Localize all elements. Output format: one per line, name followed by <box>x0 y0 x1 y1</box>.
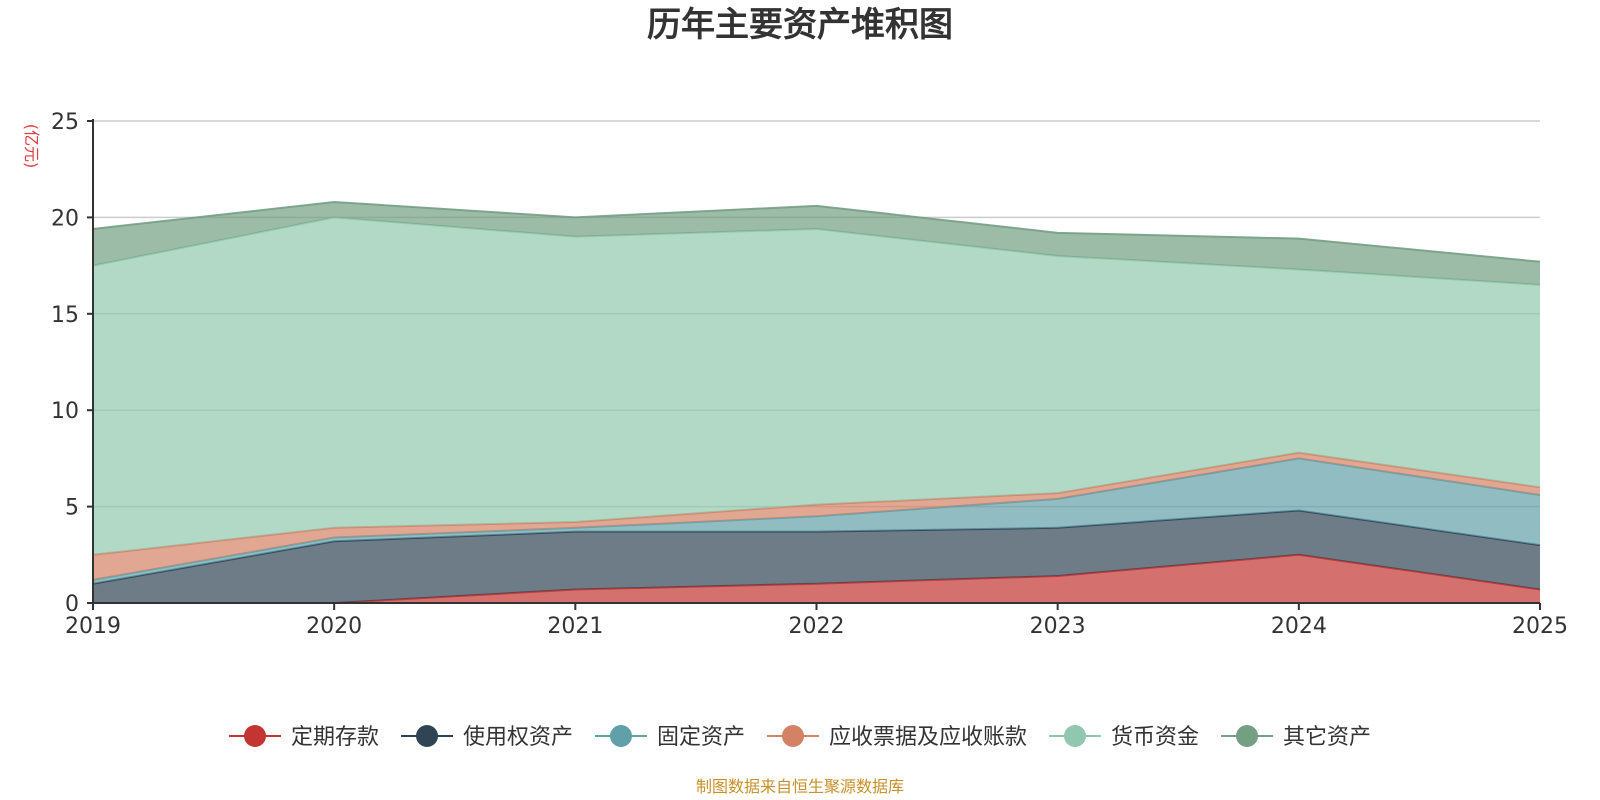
area-series-line-5 <box>92 200 1541 263</box>
legend-label: 定期存款 <box>291 725 379 750</box>
legend-item-1[interactable]: 使用权资产 <box>401 725 573 750</box>
area-series-group <box>92 200 1541 604</box>
y-tick-label: 0 <box>65 592 79 617</box>
legend-circle-icon <box>610 725 632 747</box>
x-tick-label: 2023 <box>1030 614 1086 639</box>
legend-item-3[interactable]: 应收票据及应收账款 <box>767 725 1027 750</box>
y-axis-unit-label: (亿元) <box>22 124 41 169</box>
x-tick-label: 2021 <box>547 614 603 639</box>
legend-label: 其它资产 <box>1283 725 1371 750</box>
legend-item-0[interactable]: 定期存款 <box>229 725 379 750</box>
area-series-1[interactable] <box>93 510 1540 603</box>
legend-circle-icon <box>244 725 266 747</box>
area-series-3[interactable] <box>93 452 1540 580</box>
area-series-4[interactable] <box>93 217 1540 555</box>
x-tick-label: 2019 <box>65 614 121 639</box>
legend-circle-icon <box>1064 725 1086 747</box>
legend-label: 应收票据及应收账款 <box>829 725 1027 750</box>
y-tick-label: 15 <box>51 303 79 328</box>
area-series-0[interactable] <box>93 554 1540 603</box>
legend-item-4[interactable]: 货币资金 <box>1049 725 1199 750</box>
legend-label: 货币资金 <box>1111 725 1199 750</box>
y-tick-label: 25 <box>51 110 79 135</box>
y-tick-label: 20 <box>51 206 79 231</box>
x-tick-label: 2024 <box>1271 614 1327 639</box>
legend-circle-icon <box>1236 725 1258 747</box>
legend-circle-icon <box>416 725 438 747</box>
area-series-5[interactable] <box>93 201 1540 285</box>
legend-circle-icon <box>782 725 804 747</box>
legend-item-5[interactable]: 其它资产 <box>1221 725 1371 750</box>
y-tick-label: 5 <box>65 496 79 521</box>
legend-item-2[interactable]: 固定资产 <box>595 725 745 750</box>
x-tick-label: 2025 <box>1512 614 1568 639</box>
chart-title: 历年主要资产堆积图 <box>647 5 953 45</box>
y-tick-label: 10 <box>51 399 79 424</box>
area-series-2[interactable] <box>93 458 1540 584</box>
legend-label: 固定资产 <box>657 725 745 750</box>
x-tick-label: 2020 <box>306 614 362 639</box>
x-tick-label: 2022 <box>789 614 845 639</box>
legend-label: 使用权资产 <box>463 725 573 750</box>
legend[interactable]: 定期存款 使用权资产 固定资产 应收票据及应收账款 货币资金 其它资产 <box>229 725 1371 750</box>
data-source-note: 制图数据来自恒生聚源数据库 <box>696 777 904 796</box>
